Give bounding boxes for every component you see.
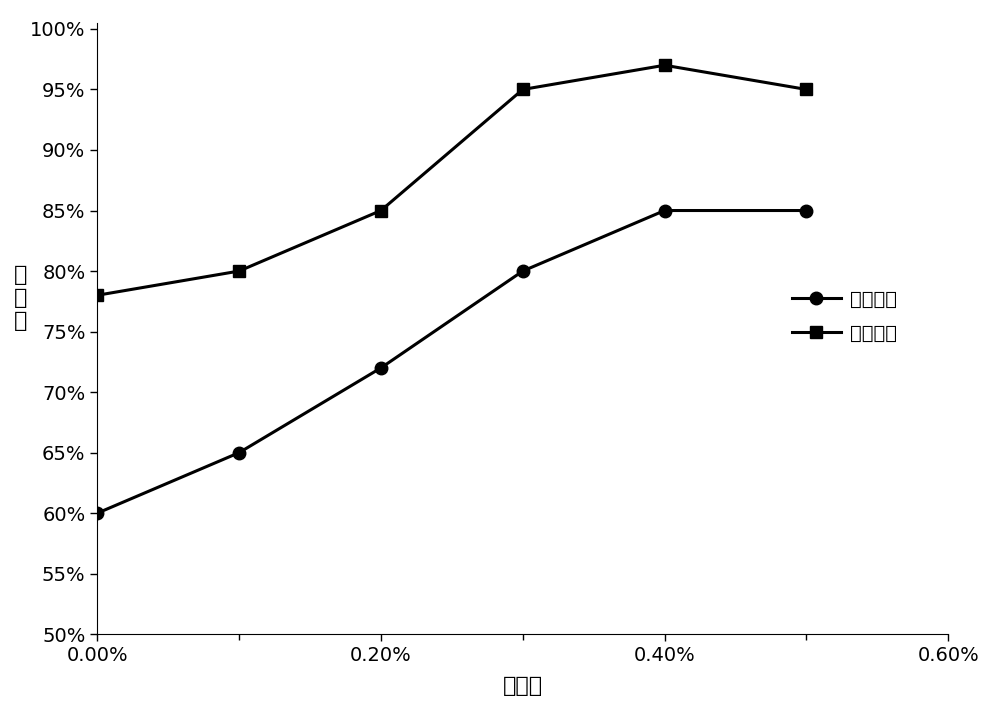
X-axis label: 加酶量: 加酶量 xyxy=(503,676,543,696)
破壁一次 xyxy=(233,448,245,457)
破壁两次 xyxy=(375,206,387,215)
破壁两次 xyxy=(800,85,812,94)
Line: 破壁两次: 破壁两次 xyxy=(91,59,813,302)
破壁两次 xyxy=(659,61,671,70)
破壁两次 xyxy=(233,267,245,275)
破壁一次 xyxy=(91,509,103,518)
Legend: 破壁一次, 破壁两次: 破壁一次, 破壁两次 xyxy=(777,274,913,358)
破壁一次 xyxy=(375,364,387,372)
Y-axis label: 破
壁
率: 破 壁 率 xyxy=(14,265,27,331)
破壁两次 xyxy=(91,291,103,300)
破壁一次 xyxy=(517,267,529,275)
破壁一次 xyxy=(800,206,812,215)
Line: 破壁一次: 破壁一次 xyxy=(91,204,813,519)
破壁一次 xyxy=(659,206,671,215)
破壁两次 xyxy=(517,85,529,94)
